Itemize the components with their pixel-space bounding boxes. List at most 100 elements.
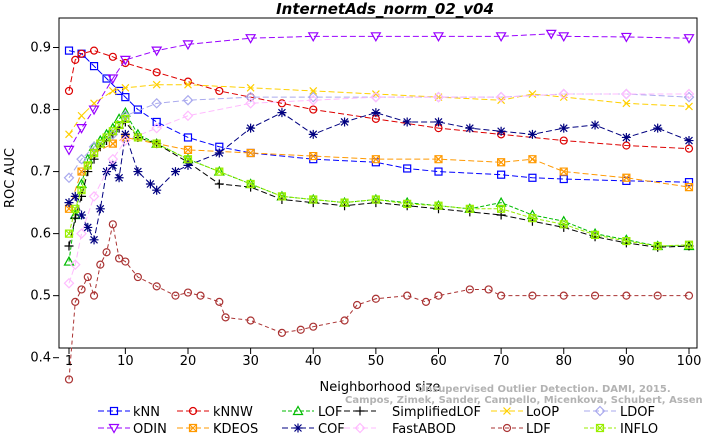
series-fastabod: [63, 88, 695, 289]
data-point-loop: [121, 83, 130, 92]
data-point-inflo: [622, 236, 631, 246]
data-point-inflo: [497, 204, 506, 213]
data-point-inflo: [340, 198, 349, 207]
data-point-odin: [307, 32, 319, 43]
data-point-knnw: [108, 52, 117, 61]
data-point-ldf: [64, 375, 74, 384]
data-point-ldf: [221, 313, 230, 322]
data-point-knn: [403, 164, 412, 173]
series-line-inflo: [68, 118, 690, 247]
data-point-inflo: [277, 192, 287, 201]
series-knnw: [64, 46, 694, 153]
data-point-cof: [114, 173, 124, 183]
y-tick-label: 0.5: [30, 289, 51, 304]
y-tick-label: 0.6: [30, 227, 51, 242]
data-point-ldof: [182, 94, 194, 106]
data-point-ldf: [340, 316, 349, 325]
data-point-cof: [277, 108, 287, 118]
series-line-kdeos: [68, 136, 690, 209]
data-point-inflo: [653, 241, 662, 251]
data-point-inflo: [246, 179, 255, 189]
data-point-cof: [83, 222, 93, 232]
data-point-knn: [434, 167, 443, 176]
data-point-ldf: [684, 291, 694, 300]
data-point-fastabod: [683, 88, 695, 100]
legend-marker-knn: [109, 406, 119, 416]
data-point-ldf: [434, 291, 443, 300]
data-point-knnw: [684, 144, 694, 153]
data-point-lof: [495, 196, 507, 207]
data-point-cof: [183, 160, 193, 170]
series-line-odin: [68, 33, 690, 151]
legend-item-loop: LoOP: [491, 405, 559, 420]
data-point-loop: [685, 102, 693, 111]
series-line-knnw: [68, 50, 690, 150]
legend-label-odin: ODIN: [133, 422, 167, 434]
data-point-ldf: [96, 260, 105, 269]
data-point-knnw: [309, 105, 318, 114]
data-point-cof: [465, 123, 475, 133]
x-tick-label: 80: [555, 354, 572, 369]
series-line-cof: [68, 112, 690, 242]
legend-label-kdeos: KDEOS: [213, 422, 258, 434]
data-point-ldf: [277, 328, 287, 337]
data-point-inflo: [684, 240, 694, 249]
y-axis-label: ROC AUC: [3, 148, 18, 208]
data-point-ldof: [151, 97, 163, 109]
data-point-inflo: [89, 148, 99, 158]
data-point-knnw: [64, 86, 74, 96]
legend-marker-knnw: [188, 406, 198, 416]
data-point-cof: [77, 210, 87, 220]
data-point-loop: [77, 111, 86, 120]
data-point-kdeos: [309, 151, 318, 161]
data-point-ldf: [296, 325, 305, 334]
legend-marker-cof: [293, 423, 303, 433]
data-point-knn: [152, 117, 161, 127]
data-point-loop: [309, 87, 318, 95]
series-odin: [63, 29, 695, 156]
data-point-ldf: [71, 297, 80, 306]
data-point-inflo: [215, 167, 224, 176]
data-point-odin: [683, 34, 695, 44]
data-point-fastabod: [63, 277, 75, 289]
plot-border: [58, 17, 698, 349]
data-point-inflo: [183, 155, 193, 164]
data-point-fastabod: [107, 153, 119, 165]
data-point-inflo: [133, 133, 142, 142]
data-point-loop: [152, 80, 161, 89]
legend-item-kdeos: KDEOS: [177, 422, 258, 434]
data-point-cof: [64, 198, 74, 208]
data-point-odin: [495, 32, 507, 43]
data-point-ldf: [215, 297, 224, 306]
legend: kNN kNNW LOF SimplifiedLOF LoOP LDOF ODIN KDEOS…: [98, 405, 658, 434]
y-tick-label: 0.7: [30, 165, 51, 180]
data-point-cof: [95, 204, 105, 214]
data-point-simplifiedlof: [214, 179, 224, 189]
legend-label-loop: LoOP: [526, 405, 559, 420]
legend-label-simplifiedlof: SimplifiedLOF: [392, 405, 481, 420]
chart-title: InternetAds_norm_02_v04: [276, 0, 494, 18]
x-tick-label: 1: [65, 354, 73, 369]
legend-item-ldf: LDF: [491, 422, 551, 434]
legend-item-simplifiedlof: SimplifiedLOF: [344, 405, 481, 420]
data-point-odin: [182, 40, 194, 51]
data-point-ldof: [63, 172, 75, 184]
data-point-fastabod: [182, 110, 194, 122]
data-point-inflo: [528, 214, 537, 223]
data-point-cof: [89, 235, 99, 245]
data-point-knnw: [77, 49, 86, 58]
data-point-kdeos: [622, 173, 631, 182]
y-tick-label: 0.8: [30, 103, 51, 118]
legend-item-ldof: LDOF: [584, 405, 655, 420]
data-point-fastabod: [307, 94, 319, 106]
data-point-fastabod: [495, 91, 507, 103]
data-point-knn: [121, 93, 130, 102]
series-layer: [63, 29, 695, 384]
legend-item-knnw: kNNW: [177, 405, 253, 420]
data-point-inflo: [71, 204, 80, 213]
legend-item-cof: COF: [282, 422, 345, 434]
x-tick-label: 10: [117, 354, 134, 369]
data-point-cof: [133, 167, 143, 177]
data-point-inflo: [152, 139, 161, 148]
data-point-loop: [184, 80, 192, 89]
